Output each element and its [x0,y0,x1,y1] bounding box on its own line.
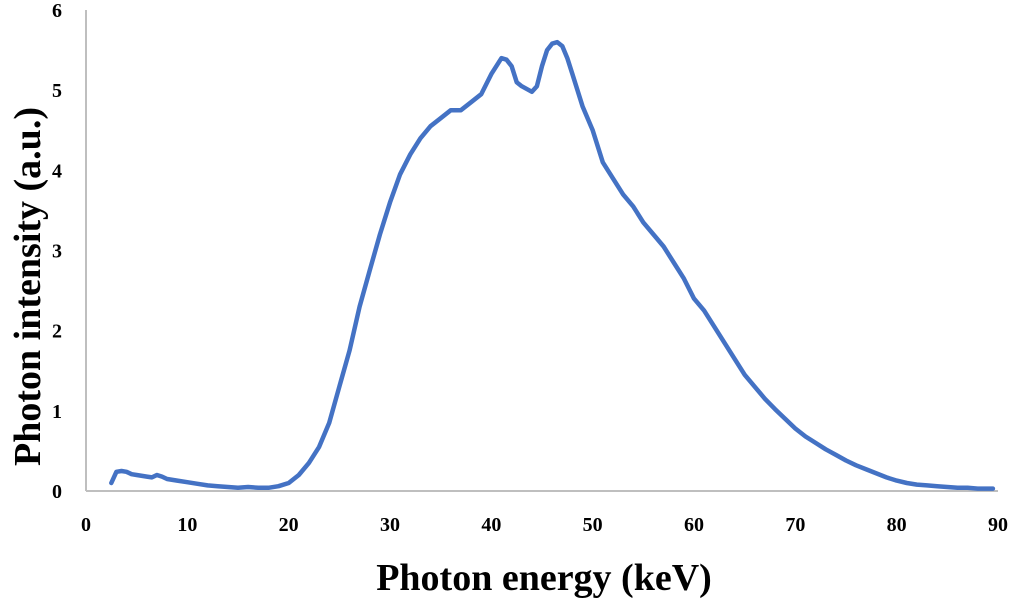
x-axis-title: Photon energy (keV) [376,557,712,599]
y-axis-title: Photon intensity (a.u.) [7,107,49,466]
y-tick-label: 0 [52,481,62,503]
x-tick-label: 90 [988,514,1008,536]
x-tick-label: 10 [177,514,197,536]
x-tick-label: 70 [785,514,805,536]
y-tick-label: 5 [52,80,62,102]
x-tick-label: 80 [887,514,907,536]
y-tick-label: 2 [52,321,62,343]
y-tick-label: 3 [52,241,62,263]
y-tick-label: 1 [52,401,62,423]
spectrum-line [109,39,996,491]
axes [85,10,998,492]
x-tick-label: 0 [81,514,91,536]
x-tick-labels: 0 10 20 30 40 50 60 70 80 90 [81,514,1008,536]
x-tick-label: 30 [380,514,400,536]
y-tick-labels: 0 1 2 3 4 5 6 [52,0,62,503]
y-tick-label: 6 [52,0,62,22]
x-tick-label: 50 [583,514,603,536]
x-tick-label: 20 [279,514,299,536]
x-tick-label: 60 [684,514,704,536]
y-tick-label: 4 [52,160,62,182]
x-tick-label: 40 [481,514,501,536]
